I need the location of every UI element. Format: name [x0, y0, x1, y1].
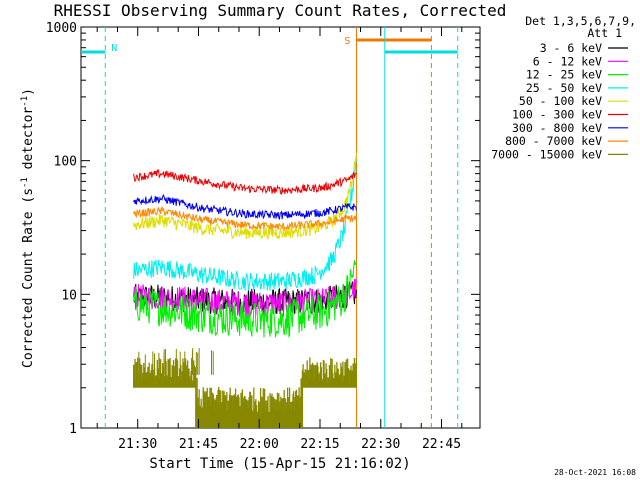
series-1 [133, 278, 357, 318]
y-axis-label-mid: detector [21, 107, 36, 178]
annotation-label-night: N [111, 43, 117, 54]
y-axis-label-main: Corrected Count Rate (s [21, 188, 36, 368]
y-tick-label: 1000 [46, 21, 77, 36]
y-axis-label-sup1: -1 [20, 177, 30, 188]
y-tick-label: 1 [69, 422, 77, 437]
y-tick-label: 100 [54, 155, 77, 170]
legend-entry-label: 6 - 12 keV [533, 54, 602, 68]
series-line [133, 278, 357, 318]
x-tick-label: 21:45 [179, 437, 218, 452]
tick-labels-layer: 1 10 100 1000 21:30 21:45 22:00 22:15 22:30 22:45… [46, 21, 461, 452]
ticks-layer [81, 27, 480, 429]
annotation-night-0 [81, 27, 106, 428]
series-7 [133, 206, 357, 231]
series-8 [133, 347, 358, 428]
annotation-label-saa: S [344, 36, 350, 47]
annotation-saa-1 [355, 27, 432, 428]
legend-entry-label: 12 - 25 keV [526, 68, 602, 82]
legend-entry-label: 100 - 300 keV [512, 108, 602, 122]
series-line [133, 153, 357, 240]
legend-entry-label: 25 - 50 keV [526, 81, 602, 95]
x-tick-label: 22:15 [300, 437, 339, 452]
series-line [133, 193, 357, 221]
series-line [133, 168, 357, 195]
legend-entry-label: 7000 - 15000 keV [491, 147, 602, 161]
x-tick-label: 22:00 [240, 437, 279, 452]
series-6 [133, 193, 357, 221]
legend-header-line2: Att 1 [587, 26, 622, 40]
legend-entry-label: 50 - 100 keV [519, 94, 602, 108]
legend-entry-label: 300 - 800 keV [512, 121, 602, 135]
series-layer [133, 153, 358, 428]
annotation-night-2 [384, 27, 459, 428]
series-line [133, 157, 357, 291]
series-line [133, 260, 357, 339]
x-tick-label: 22:30 [361, 437, 400, 452]
series-4 [133, 153, 357, 240]
y-axis-label-sup2: -1 [20, 96, 30, 107]
y-axis-label: Corrected Count Rate (s-1 detector-1) [20, 88, 36, 368]
legend-entry-label: 800 - 7000 keV [505, 134, 602, 148]
legend-entry-label: 3 - 6 keV [540, 41, 602, 55]
x-axis-label: Start Time (15-Apr-15 21:16:02) [149, 456, 410, 472]
series-3 [133, 157, 357, 291]
x-tick-label: 21:30 [118, 437, 157, 452]
series-line [133, 206, 357, 231]
x-tick-label: 22:45 [422, 437, 461, 452]
y-tick-label: 10 [61, 288, 77, 303]
footer-timestamp: 28-Oct-2021 16:08 [554, 468, 636, 477]
chart-title: RHESSI Observing Summary Count Rates, Co… [54, 1, 507, 20]
series-5 [133, 168, 357, 195]
series-band [133, 357, 358, 428]
legend-header-line1: Det 1,3,5,6,7,9, [525, 14, 636, 28]
series-2 [133, 260, 357, 339]
y-axis-label-end: ) [21, 88, 36, 96]
